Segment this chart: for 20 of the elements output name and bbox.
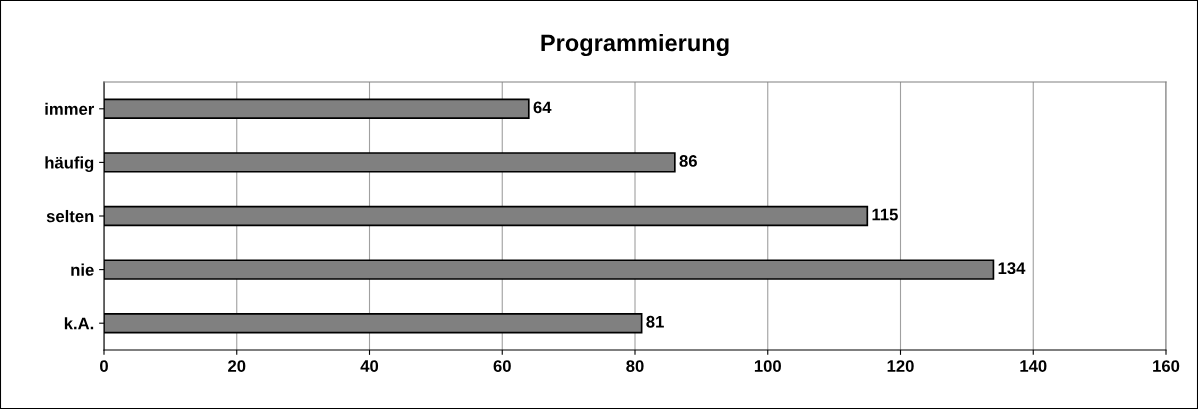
data-label: 86 <box>679 155 697 167</box>
x-tick-label: 80 <box>626 360 644 372</box>
data-label: 81 <box>646 315 664 328</box>
x-tick-label: 40 <box>360 360 379 372</box>
data-label: 134 <box>998 262 1026 275</box>
y-tick-label: selten <box>46 209 94 223</box>
x-tick-label: 140 <box>1020 360 1047 372</box>
data-label: 115 <box>872 208 898 221</box>
y-tick-label: immer <box>45 102 95 115</box>
x-tick-label: 100 <box>754 360 781 372</box>
x-tick-label: 20 <box>228 360 246 372</box>
chart-title: Programmierung <box>541 33 729 57</box>
y-tick-label: k.A. <box>64 317 94 330</box>
data-label: 64 <box>533 101 552 114</box>
x-tick-label: 120 <box>887 360 914 372</box>
x-tick-label: 0 <box>100 360 108 372</box>
x-tick-label: 160 <box>1153 360 1180 372</box>
y-tick-label: häufig <box>45 156 94 172</box>
y-tick-label: nie <box>71 263 94 276</box>
x-tick-label: 60 <box>493 360 511 372</box>
